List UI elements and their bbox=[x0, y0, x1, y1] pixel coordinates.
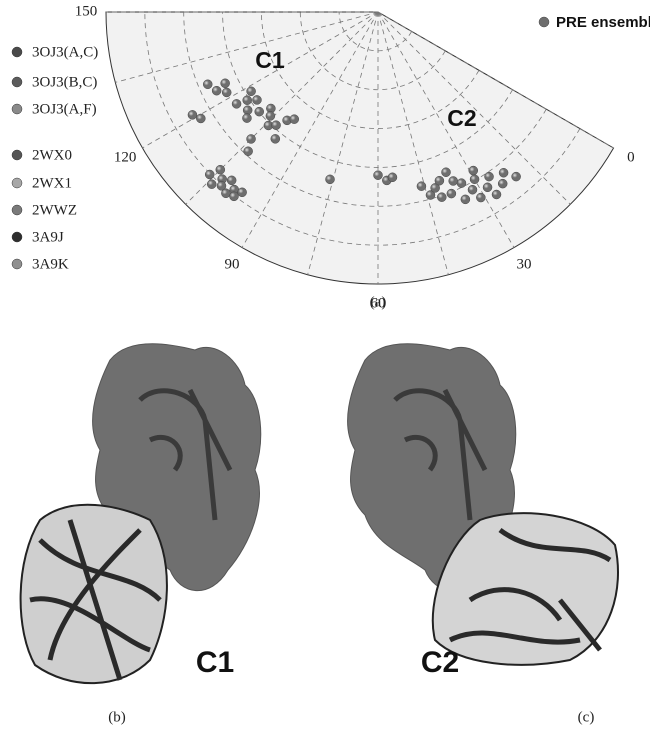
point-shine bbox=[247, 134, 256, 143]
legend-label: 2WX1 bbox=[32, 175, 72, 191]
point-shine bbox=[449, 176, 458, 185]
legend-label: 3A9J bbox=[32, 229, 64, 245]
point-shine bbox=[492, 190, 501, 199]
molecule-b bbox=[21, 344, 261, 683]
point-shine bbox=[238, 188, 247, 197]
point-shine bbox=[243, 106, 252, 115]
point-shine bbox=[485, 172, 494, 181]
point-shine bbox=[205, 170, 214, 179]
legend-marker bbox=[12, 150, 22, 160]
legend-marker bbox=[12, 47, 22, 57]
point-shine bbox=[417, 182, 426, 191]
point-shine bbox=[227, 176, 236, 185]
point-shine bbox=[326, 175, 335, 184]
point-shine bbox=[212, 86, 221, 95]
legend-marker bbox=[12, 259, 22, 269]
annotation: C1 bbox=[255, 47, 285, 73]
point-shine bbox=[252, 95, 261, 104]
point-shine bbox=[499, 168, 508, 177]
point-shine bbox=[243, 96, 252, 105]
legend-marker bbox=[12, 178, 22, 188]
legend-marker bbox=[12, 104, 22, 114]
point-shine bbox=[232, 99, 241, 108]
point-shine bbox=[447, 189, 456, 198]
legend-label: 3A9K bbox=[32, 256, 69, 272]
point-shine bbox=[244, 147, 253, 156]
panel-label: C1 bbox=[196, 646, 234, 679]
point-shine bbox=[470, 175, 479, 184]
point-shine bbox=[272, 121, 281, 130]
point-shine bbox=[468, 185, 477, 194]
caption: (c) bbox=[578, 709, 595, 725]
caption: (b) bbox=[108, 709, 126, 725]
angle-tick-label: 30 bbox=[517, 256, 532, 272]
point-shine bbox=[255, 107, 264, 116]
angle-tick-label: 0 bbox=[627, 149, 635, 165]
annotation: C2 bbox=[447, 105, 476, 131]
angle-tick-label: 90 bbox=[225, 256, 240, 272]
point-shine bbox=[216, 165, 225, 174]
plot-area bbox=[106, 12, 614, 284]
point-shine bbox=[483, 183, 492, 192]
legend-label: 2WX0 bbox=[32, 147, 72, 163]
point-shine bbox=[435, 176, 444, 185]
figure: 0306090120150PRE ensembleC1C23OJ3(A,C)3O… bbox=[0, 0, 650, 733]
angle-tick-label: 120 bbox=[114, 149, 137, 165]
point-shine bbox=[374, 171, 383, 180]
point-shine bbox=[442, 168, 451, 177]
point-shine bbox=[461, 195, 470, 204]
legend-label: 2WWZ bbox=[32, 202, 77, 218]
angle-tick-label: 150 bbox=[75, 3, 98, 19]
point-shine bbox=[266, 111, 275, 120]
point-shine bbox=[229, 192, 238, 201]
legend-label: 3OJ3(A,F) bbox=[32, 101, 97, 117]
figure-svg: 0306090120150PRE ensembleC1C23OJ3(A,C)3O… bbox=[0, 0, 650, 733]
legend-marker bbox=[12, 232, 22, 242]
point-shine bbox=[271, 134, 280, 143]
legend-marker bbox=[539, 17, 549, 27]
point-shine bbox=[221, 79, 230, 88]
point-shine bbox=[188, 110, 197, 119]
point-shine bbox=[388, 173, 397, 182]
legend-marker bbox=[12, 205, 22, 215]
point-shine bbox=[476, 193, 485, 202]
point-shine bbox=[242, 114, 251, 123]
point-shine bbox=[437, 193, 446, 202]
legend-label: 3OJ3(A,C) bbox=[32, 44, 98, 60]
legend-label: 3OJ3(B,C) bbox=[32, 74, 97, 90]
point-shine bbox=[207, 180, 216, 189]
point-shine bbox=[196, 114, 205, 123]
point-shine bbox=[221, 189, 230, 198]
point-shine bbox=[247, 87, 256, 96]
point-shine bbox=[203, 80, 212, 89]
point-shine bbox=[469, 166, 478, 175]
point-shine bbox=[512, 172, 521, 181]
point-shine bbox=[222, 88, 231, 97]
point-shine bbox=[498, 179, 507, 188]
legend-label: PRE ensemble bbox=[556, 14, 650, 31]
point-shine bbox=[457, 179, 466, 188]
panel-label: C2 bbox=[421, 646, 459, 679]
molecule-c bbox=[348, 344, 618, 665]
point-shine bbox=[290, 115, 299, 124]
legend-marker bbox=[12, 77, 22, 87]
caption: (a) bbox=[370, 294, 387, 310]
